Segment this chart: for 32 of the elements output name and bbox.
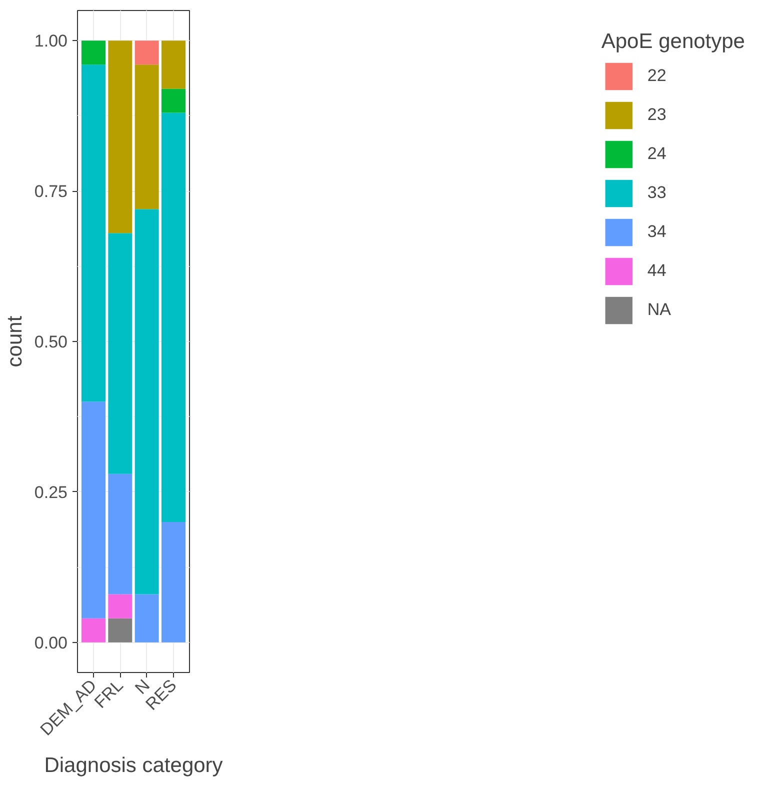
- bar: [134, 64, 159, 210]
- legend-label: 44: [647, 261, 668, 281]
- legend-label: 23: [647, 105, 668, 125]
- bar: [82, 40, 106, 65]
- bar: [82, 402, 106, 618]
- bar: [82, 64, 106, 402]
- y-tick-label: 0.25: [34, 482, 68, 502]
- legend-label: 22: [647, 66, 668, 86]
- bar: [134, 209, 159, 594]
- bar: [108, 474, 132, 594]
- legend-label: NA: [647, 300, 671, 320]
- bar: [162, 88, 186, 113]
- bar: [108, 594, 132, 618]
- y-tick-label: 1.00: [34, 32, 68, 51]
- x-axis-title: Diagnosis category: [44, 754, 224, 778]
- bar: [108, 618, 132, 642]
- bar: [162, 112, 186, 522]
- bar: [108, 233, 132, 474]
- bar: [134, 40, 159, 65]
- bar: [82, 618, 106, 642]
- legend-label: 34: [647, 222, 668, 242]
- bar: [134, 594, 159, 642]
- y-tick-label: 0.50: [34, 332, 68, 352]
- y-tick-label: 0.00: [34, 633, 68, 652]
- legend-title: ApoE genotype: [601, 30, 745, 54]
- legend-label: 24: [647, 144, 668, 164]
- bar: [162, 40, 186, 89]
- bar: [108, 40, 132, 234]
- legend-label: 33: [647, 183, 668, 203]
- y-axis-title: count: [3, 316, 26, 368]
- y-tick-label: 0.75: [34, 182, 68, 202]
- bar: [162, 522, 186, 642]
